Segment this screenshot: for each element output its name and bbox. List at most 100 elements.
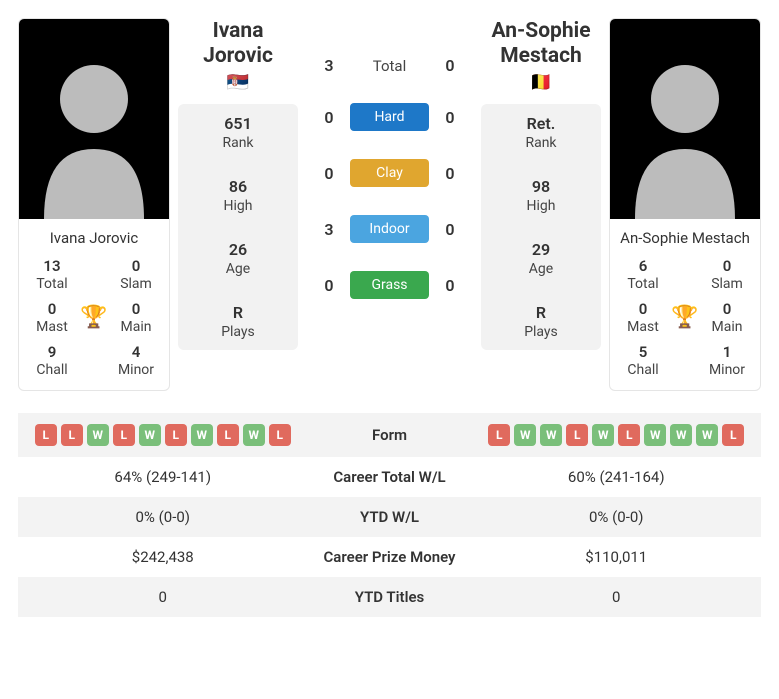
p1-total-val: 13 bbox=[25, 257, 79, 275]
form-chip: W bbox=[191, 424, 213, 446]
compare-label: Form bbox=[300, 426, 480, 444]
p1-chall-val: 9 bbox=[25, 343, 79, 361]
p1-plays-val: R bbox=[178, 303, 298, 322]
trophy-icon: 🏆 bbox=[670, 305, 700, 330]
p1-high-lbl: High bbox=[178, 198, 298, 214]
player2-titles: 6 Total 0 Slam 0 Mast 🏆 0 Main 5 Chall 1 bbox=[610, 255, 760, 390]
form-chip: W bbox=[644, 424, 666, 446]
form-chip: L bbox=[61, 424, 83, 446]
p2-total-lbl: Total bbox=[616, 276, 670, 292]
p1-mast-val: 0 bbox=[25, 300, 79, 318]
form-chip: L bbox=[35, 424, 57, 446]
player2-card-name: An-Sophie Mestach bbox=[610, 219, 760, 255]
compare-label: YTD W/L bbox=[300, 508, 480, 526]
player1-flag: 🇷🇸 bbox=[178, 72, 298, 94]
compare-row: 64% (249-141)Career Total W/L60% (241-16… bbox=[18, 457, 761, 497]
player2-flag: 🇧🇪 bbox=[481, 72, 601, 94]
p2-total-val: 6 bbox=[616, 257, 670, 275]
form-chip: L bbox=[217, 424, 239, 446]
p2-main-lbl: Main bbox=[700, 319, 754, 335]
compare-p2-val: 60% (241-164) bbox=[480, 468, 754, 486]
form-strip-p2: LWWLWLWWWL bbox=[480, 424, 754, 446]
player1-name: Ivana Jorovic bbox=[178, 18, 298, 70]
h2h-indoor-p1: 3 bbox=[314, 220, 344, 239]
compare-p2-val: 0% (0-0) bbox=[480, 508, 754, 526]
player1-titles: 13 Total 0 Slam 0 Mast 🏆 0 Main 9 Chall … bbox=[19, 255, 169, 390]
comparison-table: LLWLWLWLWLFormLWWLWLWWWL64% (249-141)Car… bbox=[18, 413, 761, 617]
p1-main-val: 0 bbox=[109, 300, 163, 318]
compare-row: LLWLWLWLWLFormLWWLWLWWWL bbox=[18, 413, 761, 457]
form-chip: W bbox=[670, 424, 692, 446]
form-chip: L bbox=[722, 424, 744, 446]
p2-high-lbl: High bbox=[481, 198, 601, 214]
p1-mast-lbl: Mast bbox=[25, 319, 79, 335]
h2h-grass-p1: 0 bbox=[314, 276, 344, 295]
form-chip: W bbox=[139, 424, 161, 446]
p2-mast-lbl: Mast bbox=[616, 319, 670, 335]
form-chip: W bbox=[514, 424, 536, 446]
h2h-row-indoor: 3 Indoor 0 bbox=[306, 201, 473, 257]
surface-pill-hard: Hard bbox=[350, 103, 429, 131]
form-chip: L bbox=[618, 424, 640, 446]
p2-main-val: 0 bbox=[700, 300, 754, 318]
h2h-row-grass: 0 Grass 0 bbox=[306, 257, 473, 313]
p2-chall-lbl: Chall bbox=[616, 362, 670, 378]
form-chip: L bbox=[488, 424, 510, 446]
p2-high-val: 98 bbox=[481, 177, 601, 196]
p2-mast-val: 0 bbox=[616, 300, 670, 318]
form-chip: W bbox=[243, 424, 265, 446]
p1-chall-lbl: Chall bbox=[25, 362, 79, 378]
player1-photo bbox=[19, 19, 169, 219]
h2h-hard-p1: 0 bbox=[314, 108, 344, 127]
compare-p1-val: 0 bbox=[26, 588, 300, 606]
p2-chall-val: 5 bbox=[616, 343, 670, 361]
player2-name: An-Sophie Mestach bbox=[481, 18, 601, 70]
surface-pill-clay: Clay bbox=[350, 159, 429, 187]
p2-slam-lbl: Slam bbox=[700, 276, 754, 292]
p1-total-lbl: Total bbox=[25, 276, 79, 292]
h2h-grass-p2: 0 bbox=[435, 276, 465, 295]
form-chip: L bbox=[165, 424, 187, 446]
h2h-row-clay: 0 Clay 0 bbox=[306, 145, 473, 201]
p1-high-val: 86 bbox=[178, 177, 298, 196]
p2-plays-lbl: Plays bbox=[481, 324, 601, 340]
compare-p2-val: $110,011 bbox=[480, 548, 754, 566]
h2h-clay-p2: 0 bbox=[435, 164, 465, 183]
player2-card: An-Sophie Mestach 6 Total 0 Slam 0 Mast … bbox=[609, 18, 761, 391]
surface-pill-grass: Grass bbox=[350, 271, 429, 299]
p1-rank-val: 651 bbox=[178, 114, 298, 133]
player2-stats: An-Sophie Mestach 🇧🇪 Ret. Rank 98 High 2… bbox=[481, 18, 601, 350]
p2-rank-val: Ret. bbox=[481, 114, 601, 133]
compare-p2-val: 0 bbox=[480, 588, 754, 606]
form-chip: L bbox=[269, 424, 291, 446]
surface-pill-indoor: Indoor bbox=[350, 215, 429, 243]
h2h-indoor-p2: 0 bbox=[435, 220, 465, 239]
p1-main-lbl: Main bbox=[109, 319, 163, 335]
form-chip: W bbox=[592, 424, 614, 446]
p2-plays-val: R bbox=[481, 303, 601, 322]
compare-row: 0% (0-0)YTD W/L0% (0-0) bbox=[18, 497, 761, 537]
compare-p1-val: 0% (0-0) bbox=[26, 508, 300, 526]
player2-photo bbox=[610, 19, 760, 219]
compare-label: Career Total W/L bbox=[300, 468, 480, 486]
form-chip: W bbox=[540, 424, 562, 446]
compare-row: 0YTD Titles0 bbox=[18, 577, 761, 617]
p2-minor-lbl: Minor bbox=[700, 362, 754, 378]
player1-card: Ivana Jorovic 13 Total 0 Slam 0 Mast 🏆 0… bbox=[18, 18, 170, 391]
p1-age-val: 26 bbox=[178, 240, 298, 259]
compare-p1-val: $242,438 bbox=[26, 548, 300, 566]
trophy-icon: 🏆 bbox=[79, 305, 109, 330]
p1-slam-val: 0 bbox=[109, 257, 163, 275]
p1-plays-lbl: Plays bbox=[178, 324, 298, 340]
p1-rank-lbl: Rank bbox=[178, 135, 298, 151]
compare-row: $242,438Career Prize Money$110,011 bbox=[18, 537, 761, 577]
h2h-clay-p1: 0 bbox=[314, 164, 344, 183]
form-strip-p1: LLWLWLWLWL bbox=[26, 424, 300, 446]
compare-label: YTD Titles bbox=[300, 588, 480, 606]
p1-slam-lbl: Slam bbox=[109, 276, 163, 292]
p2-minor-val: 1 bbox=[700, 343, 754, 361]
p2-age-lbl: Age bbox=[481, 261, 601, 277]
h2h-row-hard: 0Hard0 bbox=[306, 89, 473, 145]
player1-card-name: Ivana Jorovic bbox=[19, 219, 169, 255]
compare-p1-val: 64% (249-141) bbox=[26, 468, 300, 486]
